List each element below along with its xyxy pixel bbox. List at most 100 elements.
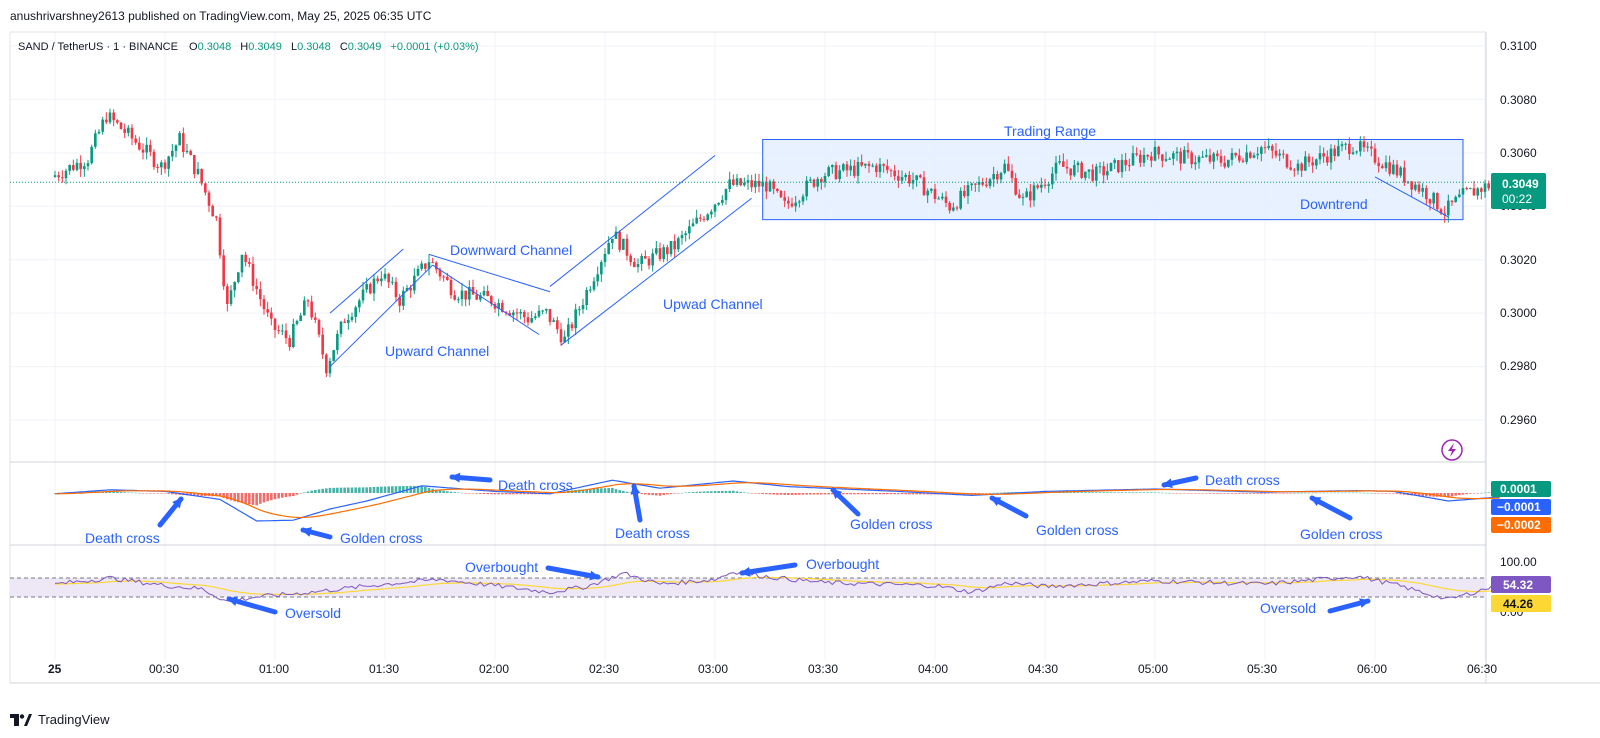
- candle: [427, 254, 431, 276]
- candle: [1333, 144, 1336, 162]
- annotation-death-cross: Death cross: [498, 477, 573, 493]
- candle-body: [240, 254, 244, 273]
- candle-body: [581, 305, 585, 310]
- macd-histogram-bar: [145, 493, 148, 494]
- candle-body: [1256, 153, 1259, 156]
- tradingview-logo[interactable]: TradingView: [10, 712, 110, 727]
- macd-histogram-bar: [1212, 493, 1215, 494]
- macd-histogram-bar: [1194, 493, 1197, 494]
- candle: [574, 303, 577, 336]
- macd-histogram-bar: [1304, 492, 1307, 494]
- macd-histogram-bar: [1461, 493, 1465, 495]
- candle-body: [75, 162, 79, 170]
- time-axis[interactable]: 25 00:30 01:00 01:30 02:00 02:30 03:00 0…: [48, 662, 1497, 676]
- macd-histogram-bar: [779, 493, 783, 495]
- candle-body: [398, 297, 401, 306]
- candle-body: [515, 312, 519, 314]
- candle: [453, 290, 456, 301]
- candle: [141, 143, 145, 160]
- macd-histogram-bar: [1201, 493, 1204, 494]
- macd-histogram-bar: [262, 493, 266, 503]
- macd-histogram-bar: [1106, 492, 1109, 493]
- candle: [1447, 194, 1450, 223]
- candle-body: [959, 190, 962, 209]
- trendlines[interactable]: [329, 155, 1449, 367]
- candle-body: [277, 330, 280, 332]
- candle: [325, 353, 328, 378]
- candle-body: [548, 309, 552, 322]
- candle-body: [1384, 162, 1388, 169]
- candle: [171, 143, 174, 162]
- macd-histogram-bar: [919, 493, 922, 495]
- rsi-pane[interactable]: [54, 571, 1500, 602]
- candle: [1289, 160, 1292, 171]
- macd-histogram-bar: [1443, 493, 1446, 497]
- macd-histogram-bar: [581, 489, 585, 493]
- candle-body: [933, 188, 937, 199]
- price-axis[interactable]: 0.3100 0.3080 0.3060 0.3040 0.3020 0.300…: [1500, 39, 1537, 427]
- candle-body: [893, 170, 896, 177]
- candle: [963, 185, 966, 199]
- candle: [1260, 145, 1263, 162]
- candle-body: [651, 253, 654, 266]
- lightning-icon[interactable]: [1441, 439, 1463, 461]
- candle-body: [152, 151, 156, 167]
- macd-histogram-bar: [1102, 492, 1105, 493]
- macd-histogram-bar: [823, 493, 827, 495]
- candle: [886, 159, 889, 174]
- candle: [915, 175, 918, 187]
- candle: [739, 177, 742, 187]
- chart[interactable]: SAND / TetherUS · 1 · BINANCE O0.3048 H0…: [0, 22, 1600, 707]
- candle-body: [1260, 147, 1263, 154]
- candle-body: [369, 284, 372, 294]
- candle-body: [127, 127, 130, 133]
- candle: [130, 124, 134, 146]
- macd-histogram-bar: [721, 490, 724, 493]
- macd-histogram-bar: [999, 492, 1003, 494]
- macd-histogram-bar: [383, 486, 387, 493]
- candle-body: [1337, 146, 1340, 157]
- candle: [416, 265, 420, 277]
- candle: [134, 134, 137, 145]
- macd-histogram-bar: [1340, 492, 1344, 494]
- candle-body: [618, 231, 621, 250]
- macd-histogram-bar: [266, 493, 269, 502]
- macd-histogram-bar: [1172, 493, 1175, 494]
- candle-body: [229, 290, 233, 304]
- macd-histogram-bar: [589, 488, 592, 493]
- macd-histogram-bar: [816, 493, 819, 495]
- candle: [922, 170, 926, 196]
- annotation-downtrend: Downtrend: [1300, 196, 1368, 212]
- candle: [200, 168, 203, 186]
- macd-histogram-bar: [189, 493, 192, 496]
- candle-body: [1021, 197, 1025, 199]
- candle: [1021, 193, 1025, 206]
- macd-pane[interactable]: [53, 479, 1501, 522]
- candle: [1117, 159, 1120, 174]
- macd-histogram-bar: [981, 493, 984, 494]
- candles[interactable]: [53, 108, 1501, 378]
- candle-body: [512, 312, 515, 316]
- candle: [761, 173, 764, 187]
- macd-histogram-bar: [1062, 492, 1065, 493]
- macd-histogram-bar: [240, 493, 244, 504]
- macd-histogram-bar: [640, 493, 643, 495]
- candle: [321, 327, 324, 360]
- candle-body: [688, 226, 691, 234]
- price-tick: 0.2980: [1500, 359, 1537, 373]
- candle-body: [145, 144, 148, 153]
- candle-body: [999, 172, 1003, 180]
- legend-symbol: SAND / TetherUS · 1 · BINANCE: [18, 41, 178, 53]
- candle: [1227, 159, 1230, 169]
- candle-body: [889, 170, 893, 172]
- candle-body: [1296, 163, 1300, 171]
- macd-histogram-bar: [845, 493, 849, 495]
- candle: [145, 137, 148, 160]
- candle-body: [647, 258, 651, 266]
- candle-body: [138, 142, 141, 150]
- published-credit: anushrivarshney2613 published on Trading…: [10, 9, 432, 23]
- candle-body: [1326, 156, 1329, 163]
- candle: [1219, 149, 1223, 167]
- macd-histogram-bar: [695, 491, 698, 493]
- candle: [1113, 158, 1116, 169]
